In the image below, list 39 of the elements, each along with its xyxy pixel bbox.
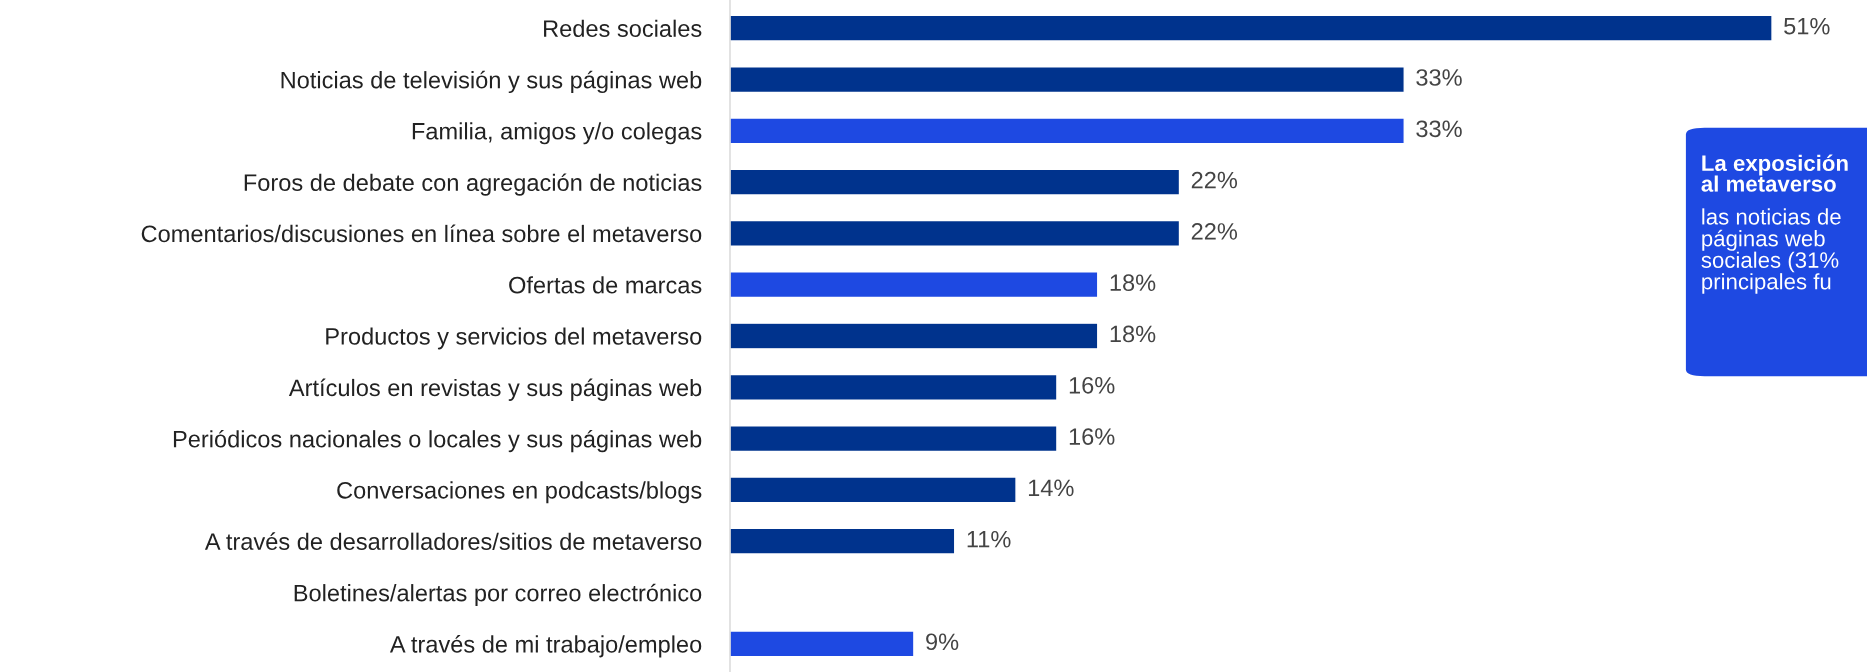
y-tick-label: Productos y servicios del metaverso [326,327,702,350]
bar [730,65,1405,94]
annotation: las noticias de páginas web sociales (31% principales fu [1701,208,1841,294]
bar [730,117,1405,145]
data-label: 11% [967,530,1011,548]
data-label: 33% [1416,69,1462,86]
data-label: 16% [1069,428,1115,445]
y-tick-label: Foros de debate con agregación de noticias [244,173,702,196]
bar [730,168,1181,196]
y-tick-label: Artículos en revistas y sus páginas web [288,378,702,401]
data-label: 18% [1110,325,1156,343]
bar [730,425,1058,453]
bar [730,14,1773,42]
bar [730,322,1099,350]
annotation: La exposición al metaverso [1701,154,1848,192]
bar [730,527,956,555]
y-tick-label: Familia, amigos y/o colegas [412,122,702,145]
y-tick-label: Redes sociales [544,19,702,37]
data-label: 51% [1784,17,1830,35]
bar [730,373,1058,401]
y-tick-label: Conversaciones en podcasts/blogs [337,481,702,504]
bar [730,476,1017,504]
data-label: 16% [1069,376,1115,394]
y-tick-label: A través de desarrolladores/sitios de metaverso [204,532,702,550]
data-label: 18% [1110,274,1156,292]
data-label: 22% [1191,171,1238,189]
data-label: 9% [926,633,959,651]
data-label: 22% [1191,223,1238,240]
y-tick-label: Periódicos nacionales o locales y sus páginas web [173,429,702,453]
data-label: 33% [1416,120,1462,138]
y-tick-label: A través de mi trabajo/empleo [389,635,702,658]
y-tick-label: Comentarios/discusiones en línea sobre el metaverso [141,224,702,243]
y-tick-label: Boletines/alertas por correo electrónico [294,583,702,607]
y-tick-label: Ofertas de marcas [509,276,702,294]
bar [730,630,915,658]
bar [730,219,1181,247]
data-label: 14% [1028,479,1074,497]
bar [730,271,1099,299]
y-tick-label: Noticias de televisión y sus páginas web [281,70,702,94]
